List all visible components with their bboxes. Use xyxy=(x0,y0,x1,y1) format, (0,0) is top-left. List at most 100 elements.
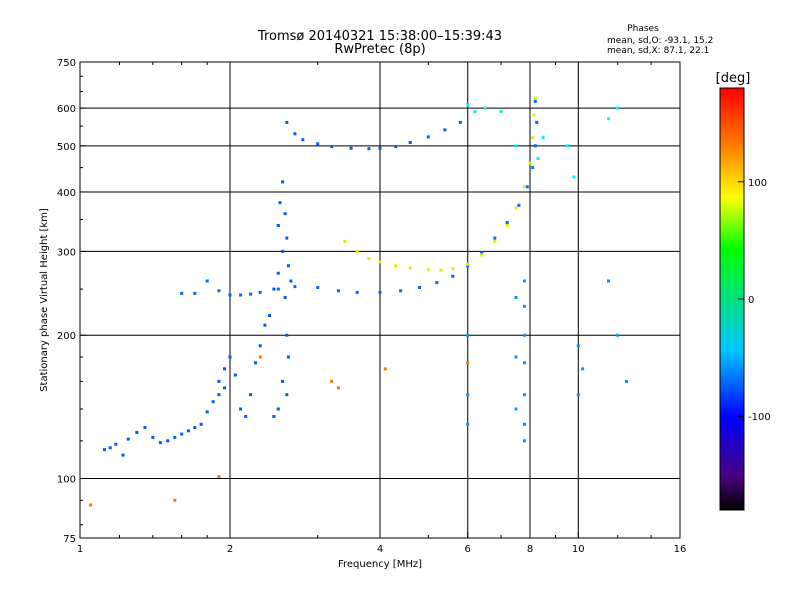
data-point xyxy=(493,239,497,243)
x-tick-label: 16 xyxy=(674,544,687,555)
data-point xyxy=(205,279,209,283)
data-point xyxy=(283,212,287,216)
data-point xyxy=(211,400,215,404)
data-point xyxy=(378,260,382,264)
data-point xyxy=(263,323,267,327)
data-point xyxy=(466,333,470,337)
data-point xyxy=(394,264,398,268)
data-point xyxy=(523,439,526,443)
y-tick-label: 200 xyxy=(57,331,76,342)
data-point xyxy=(239,407,243,411)
data-point xyxy=(121,453,125,457)
x-axis-ticks: 1 2 4 6 8 10 16 xyxy=(77,62,687,555)
data-point xyxy=(483,106,487,110)
data-point xyxy=(473,110,477,114)
data-point xyxy=(180,432,184,436)
data-point xyxy=(258,355,262,359)
data-point xyxy=(399,289,403,293)
data-point xyxy=(272,415,276,418)
data-point xyxy=(301,138,305,142)
data-point xyxy=(330,145,334,149)
data-point xyxy=(466,393,470,397)
y-tick-label: 600 xyxy=(57,104,76,115)
data-point xyxy=(517,203,521,207)
data-point xyxy=(451,274,455,278)
data-point xyxy=(439,268,443,272)
y-tick-label: 100 xyxy=(57,475,76,486)
data-point xyxy=(272,287,276,291)
data-point xyxy=(285,236,289,240)
data-point xyxy=(505,224,509,227)
phases-label: Phases xyxy=(627,24,659,34)
data-point xyxy=(193,291,197,295)
data-point xyxy=(114,442,118,446)
data-point xyxy=(108,446,112,450)
data-point xyxy=(531,166,535,170)
data-point xyxy=(378,290,382,294)
data-point xyxy=(535,120,539,124)
data-point xyxy=(276,287,280,291)
y-tick-label: 750 xyxy=(57,58,76,69)
data-points xyxy=(89,96,629,507)
data-point xyxy=(254,361,257,365)
data-point xyxy=(330,379,334,383)
data-point xyxy=(173,498,177,502)
colorbar-tick-label: -100 xyxy=(748,412,771,423)
data-point xyxy=(607,117,610,121)
data-point xyxy=(435,281,439,285)
data-point xyxy=(565,144,569,148)
data-point xyxy=(349,146,353,150)
colorbar-tick-label: 100 xyxy=(748,178,767,189)
data-point xyxy=(258,344,262,348)
data-point xyxy=(228,355,232,359)
data-point xyxy=(536,157,540,161)
data-point xyxy=(193,426,197,429)
data-point xyxy=(180,291,184,295)
data-point xyxy=(103,448,106,452)
data-point xyxy=(217,289,221,293)
data-point xyxy=(205,410,209,414)
data-point xyxy=(223,367,226,371)
data-point xyxy=(378,146,382,150)
data-point xyxy=(576,393,580,397)
x-tick-label: 1 xyxy=(77,544,83,555)
data-point xyxy=(572,175,576,179)
data-point xyxy=(239,293,243,297)
data-point xyxy=(249,292,253,296)
data-point xyxy=(281,180,285,184)
data-point xyxy=(466,103,470,107)
data-point xyxy=(143,426,147,429)
data-point xyxy=(394,145,398,149)
x-tick-label: 10 xyxy=(572,544,585,555)
data-point xyxy=(528,161,532,165)
data-point xyxy=(367,147,371,151)
phases-o-stats: mean, sd,O: -93.1, 15.2 xyxy=(607,36,713,46)
data-point xyxy=(480,251,484,255)
data-point xyxy=(126,437,130,441)
data-point xyxy=(466,262,470,266)
data-point xyxy=(217,475,221,478)
data-point xyxy=(625,379,629,383)
data-point xyxy=(523,422,526,426)
data-point xyxy=(451,267,455,271)
x-axis-label: Frequency [MHz] xyxy=(338,559,422,570)
data-point xyxy=(343,239,347,243)
colorbar-unit: [deg] xyxy=(716,71,751,86)
data-point xyxy=(616,106,620,110)
data-point xyxy=(285,333,289,337)
data-point xyxy=(283,296,287,299)
data-point xyxy=(135,430,139,434)
data-point xyxy=(276,271,280,275)
data-point xyxy=(505,221,509,224)
y-tick-label: 500 xyxy=(57,142,76,153)
data-point xyxy=(285,393,289,397)
y-axis-label: Stationary phase Virtual Height [km] xyxy=(39,208,50,392)
data-point xyxy=(523,279,526,283)
data-point xyxy=(607,279,610,283)
x-tick-label: 8 xyxy=(527,544,533,555)
data-point xyxy=(151,435,155,439)
data-point xyxy=(258,290,262,294)
chart-subtitle: RwPretec (8p) xyxy=(334,42,425,57)
data-point xyxy=(276,407,280,411)
